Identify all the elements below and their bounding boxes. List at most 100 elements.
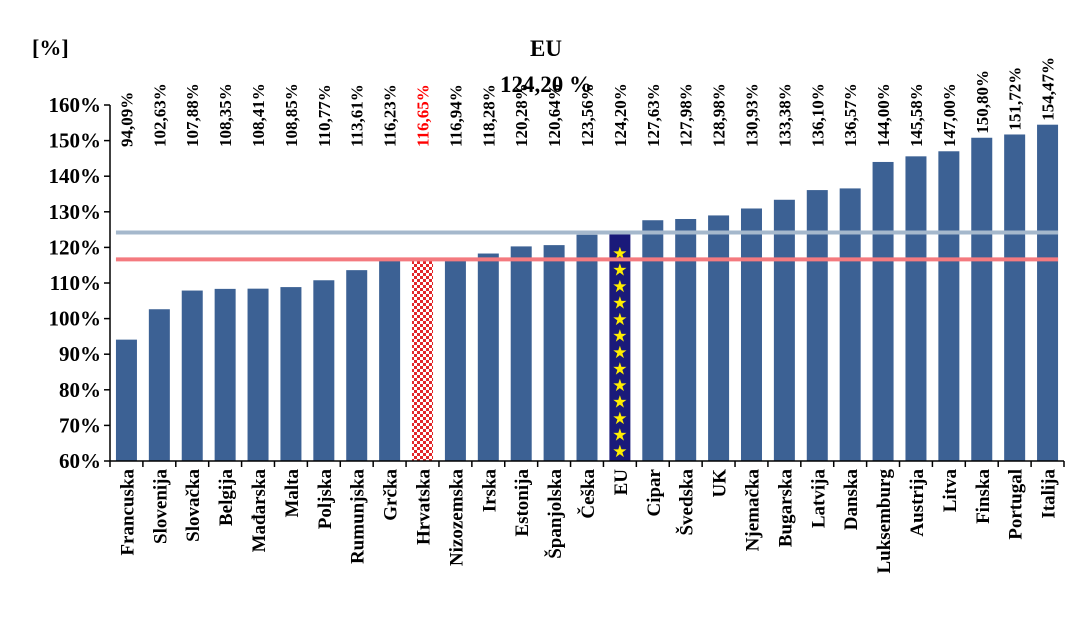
eu-star-icon: ★ [612, 261, 627, 281]
category-label-francuska: Francuska [117, 469, 138, 556]
data-label-hrvatska: 116,65% [414, 84, 433, 147]
category-label-finska: Finska [973, 469, 994, 524]
category-label-grcka: Grčka [381, 469, 402, 521]
bar-poljska [313, 280, 335, 461]
y-tick-label: 60% [59, 449, 101, 473]
category-label-italija: Italija [1039, 469, 1060, 519]
data-label-litva: 147,00% [940, 83, 959, 147]
category-label-austrija: Austrija [907, 469, 928, 537]
bar-grcka [379, 260, 401, 461]
data-label-spanjolska: 120,64% [545, 83, 564, 147]
bar-bugarska [773, 199, 795, 461]
data-label-luksemburg: 144,00% [874, 83, 893, 147]
bar-litva [938, 151, 960, 461]
data-label-cipar: 127,63% [644, 83, 663, 147]
bar-svedska [675, 218, 697, 461]
category-label-irska: Irska [479, 469, 500, 513]
bar-spanjolska [543, 245, 565, 461]
bar-finska [971, 137, 993, 461]
bar-njemacka [740, 208, 762, 461]
bars-group: ★★★★★★★★★★★★★ [115, 124, 1059, 462]
y-tick-label: 100% [49, 307, 102, 331]
eu-star-icon: ★ [612, 409, 627, 429]
bar-hrvatska [412, 259, 434, 461]
bar-slovacka [181, 290, 203, 461]
bar-malta [280, 287, 302, 461]
data-label-njemacka: 130,93% [742, 83, 761, 147]
data-label-uk: 128,98% [710, 83, 729, 147]
eu-star-icon: ★ [612, 277, 627, 297]
category-label-eu: EU [611, 469, 632, 496]
bar-madarska [247, 288, 269, 461]
y-tick-label: 150% [49, 129, 102, 153]
category-label-belgija: Belgija [216, 469, 237, 526]
eu-star-icon: ★ [612, 376, 627, 396]
data-label-belgija: 108,35% [216, 83, 235, 147]
eu-star-icon: ★ [612, 442, 627, 462]
data-label-madarska: 108,41% [249, 83, 268, 147]
data-label-slovacka: 107,88% [183, 83, 202, 147]
data-labels: 94,09% 102,63% 107,88% 108,35% 108,41% 108,85… [117, 57, 1057, 147]
category-label-estonija: Estonija [512, 469, 533, 537]
eu-star-icon: ★ [612, 343, 627, 363]
category-label-njemacka: Njemačka [742, 469, 763, 552]
bar-nizozemska [444, 258, 466, 461]
data-label-ceska: 123,56% [578, 83, 597, 147]
bar-rumunjska [346, 270, 368, 461]
category-label-bugarska: Bugarska [775, 469, 796, 548]
y-tick-label: 110% [50, 271, 101, 295]
data-label-svedska: 127,98% [677, 83, 696, 147]
bar-portugal [1004, 134, 1026, 461]
eu-annotation-value: 124,20 % [500, 72, 592, 97]
data-label-francuska: 94,09% [117, 92, 136, 147]
data-label-malta: 108,85% [282, 83, 301, 147]
bar-irska [477, 253, 499, 461]
y-tick-label: 160% [49, 93, 102, 117]
data-label-italija: 154,47% [1039, 57, 1058, 121]
eu-star-icon: ★ [612, 360, 627, 380]
data-label-bugarska: 133,38% [775, 83, 794, 147]
reference-lines [115, 230, 1059, 262]
eu-star-icon: ★ [612, 327, 627, 347]
data-label-rumunjska: 113,61% [348, 84, 367, 147]
category-label-rumunjska: Rumunjska [348, 469, 369, 565]
category-label-spanjolska: Španjolska [544, 469, 566, 559]
data-label-finska: 150,80% [973, 70, 992, 134]
data-label-austrija: 145,58% [907, 83, 926, 147]
data-label-slovenija: 102,63% [150, 83, 169, 147]
category-label-poljska: Poljska [315, 469, 336, 530]
y-axis-label: [%] [32, 35, 69, 60]
category-label-litva: Litva [940, 469, 961, 513]
category-label-ceska: Češka [577, 469, 599, 519]
category-label-svedska: Švedska [676, 469, 698, 536]
bar-slovenija [148, 309, 170, 461]
bar-italija [1037, 124, 1059, 461]
y-axis: 60% 70% 80% 90% 100% 110% 120% 130% 140% 150% 160% [49, 93, 111, 473]
data-label-irska: 118,28% [479, 84, 498, 147]
data-label-grcka: 116,23% [381, 84, 400, 147]
category-label-nizozemska: Nizozemska [446, 469, 467, 567]
bar-uk [708, 215, 730, 461]
category-label-danska: Danska [841, 469, 862, 531]
category-label-madarska: Mađarska [249, 469, 270, 553]
category-label-hrvatska: Hrvatska [414, 469, 435, 546]
category-label-slovenija: Slovenija [150, 469, 171, 544]
y-tick-label: 70% [59, 413, 101, 437]
eu-annotation-title: EU [530, 36, 562, 61]
data-label-eu: 124,20% [611, 83, 630, 147]
data-label-latvija: 136,10% [808, 83, 827, 147]
bar-luksemburg [872, 161, 894, 461]
category-label-portugal: Portugal [1006, 469, 1027, 540]
eu-star-icon: ★ [612, 294, 627, 314]
eu-star-icon: ★ [612, 426, 627, 446]
bar-eu [609, 232, 631, 461]
bar-belgija [214, 288, 236, 461]
bar-cipar [642, 220, 664, 461]
category-label-luksemburg: Luksemburg [874, 469, 895, 574]
category-label-cipar: Cipar [644, 468, 665, 516]
category-label-uk: UK [710, 469, 731, 498]
x-axis [109, 460, 1065, 467]
data-label-portugal: 151,72% [1006, 67, 1025, 131]
category-label-latvija: Latvija [808, 469, 829, 529]
